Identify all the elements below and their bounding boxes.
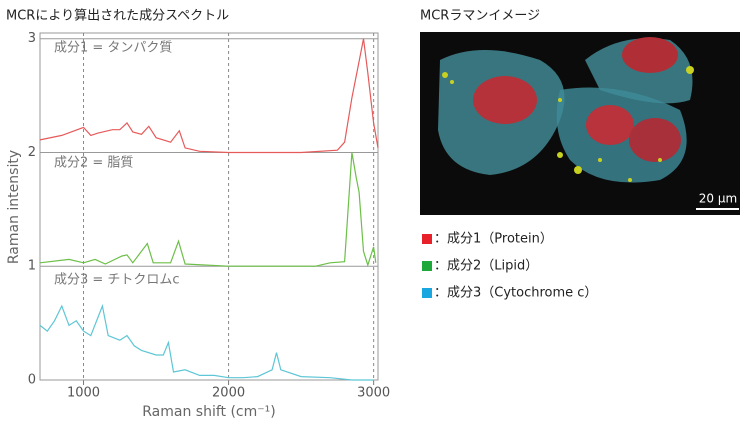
lipid-droplets <box>442 66 694 182</box>
x-tick-label: 2000 <box>212 386 245 401</box>
legend-swatch <box>422 234 432 244</box>
scale-bar-label: 20 µm <box>699 192 737 206</box>
x-tick-label: 3000 <box>357 386 390 401</box>
legend-label: ：成分1（Protein） <box>434 232 553 247</box>
chart-title: MCRにより算出された成分スペクトル <box>6 9 229 24</box>
spectrum-line <box>39 38 379 154</box>
x-axis-label: Raman shift (cm⁻¹) <box>142 404 275 420</box>
legend-swatch <box>422 288 432 298</box>
nucleus <box>622 37 678 73</box>
legend-swatch <box>422 261 432 271</box>
spectrum-line <box>39 152 377 268</box>
nucleus <box>473 76 537 124</box>
series-label: 成分1 = タンパク質 <box>54 41 172 56</box>
plot-frame <box>39 32 379 381</box>
spectrum-line <box>39 303 374 381</box>
series-label: 成分2 = 脂質 <box>54 156 133 171</box>
y-axis-label: Raman intensity <box>6 150 22 264</box>
legend: ：成分1（Protein） ：成分2（Lipid） ：成分3（Cytochrome … <box>422 232 597 301</box>
legend-label: ：成分2（Lipid） <box>434 259 538 274</box>
raman-image: 20 µm <box>420 32 740 215</box>
y-tick-label: 3 <box>28 31 36 46</box>
image-title: MCRラマンイメージ <box>420 9 540 24</box>
nucleus <box>586 105 634 145</box>
y-tick-label: 0 <box>28 373 36 388</box>
x-tick-label: 1000 <box>67 386 100 401</box>
y-tick-label: 1 <box>28 259 36 274</box>
legend-label: ：成分3（Cytochrome c） <box>434 286 597 301</box>
series-label: 成分3 = チトクロムc <box>54 273 180 288</box>
nucleus <box>629 118 681 162</box>
y-tick-label: 2 <box>28 145 36 160</box>
